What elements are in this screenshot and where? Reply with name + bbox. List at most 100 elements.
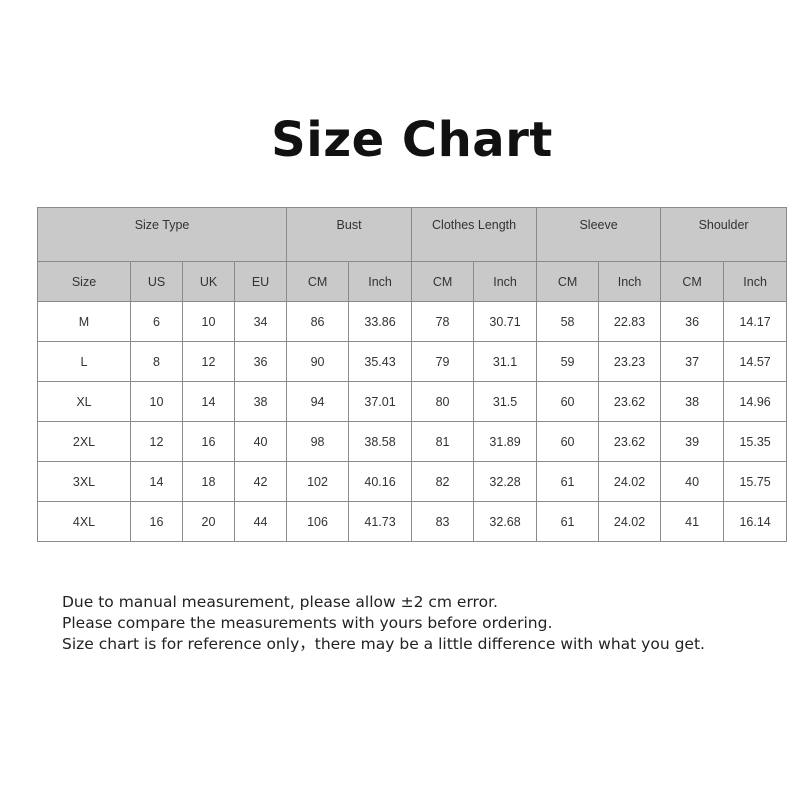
table-cell: 94 bbox=[286, 381, 350, 422]
table-row: 2XL 12 16 40 98 38.58 81 31.89 60 23.62 39 15.35 bbox=[37, 421, 788, 462]
table-cell: 78 bbox=[411, 301, 475, 342]
table-cell: 61 bbox=[536, 501, 600, 542]
table-cell: 83 bbox=[411, 501, 475, 542]
table-cell: 32.28 bbox=[473, 461, 538, 502]
table-cell: 61 bbox=[536, 461, 600, 502]
sub-header-cell: CM bbox=[286, 261, 350, 302]
table-cell: 14.57 bbox=[723, 341, 788, 382]
table-cell: 22.83 bbox=[598, 301, 662, 342]
table-cell: XL bbox=[37, 381, 131, 422]
table-cell: 58 bbox=[536, 301, 600, 342]
table-row: L 8 12 36 90 35.43 79 31.1 59 23.23 37 14.57 bbox=[37, 341, 788, 382]
table-cell: 90 bbox=[286, 341, 350, 382]
table-cell: 40.16 bbox=[348, 461, 413, 502]
table-cell: 81 bbox=[411, 421, 475, 462]
table-cell: 31.5 bbox=[473, 381, 538, 422]
table-cell: 31.89 bbox=[473, 421, 538, 462]
table-cell: 42 bbox=[233, 461, 288, 502]
table-cell: 14.17 bbox=[723, 301, 788, 342]
header-sleeve: Sleeve bbox=[536, 207, 662, 262]
table-row: 4XL 16 20 44 106 41.73 83 32.68 61 24.02 41 16.14 bbox=[37, 501, 788, 542]
table-cell: 20 bbox=[182, 501, 235, 542]
page-title: Size Chart bbox=[271, 112, 553, 168]
sub-header-cell: CM bbox=[536, 261, 600, 302]
table-cell: 36 bbox=[660, 301, 725, 342]
table-cell: 34 bbox=[233, 301, 288, 342]
note-line: Size chart is for reference only，there m… bbox=[62, 635, 705, 653]
table-cell: 24.02 bbox=[598, 461, 662, 502]
table-cell: 60 bbox=[536, 421, 600, 462]
table-cell: 31.1 bbox=[473, 341, 538, 382]
table-cell: 23.62 bbox=[598, 381, 662, 422]
table-cell: 12 bbox=[130, 421, 183, 462]
table-cell: 23.62 bbox=[598, 421, 662, 462]
table-cell: 3XL bbox=[37, 461, 131, 502]
table-cell: 40 bbox=[233, 421, 288, 462]
table-cell: 33.86 bbox=[348, 301, 413, 342]
header-shoulder: Shoulder bbox=[660, 207, 788, 262]
table-cell: 30.71 bbox=[473, 301, 538, 342]
table-cell: 40 bbox=[660, 461, 725, 502]
table-cell: 39 bbox=[660, 421, 725, 462]
table-cell: 79 bbox=[411, 341, 475, 382]
table-cell: 38 bbox=[660, 381, 725, 422]
table-cell: 15.35 bbox=[723, 421, 788, 462]
table-cell: 14.96 bbox=[723, 381, 788, 422]
table-cell: 80 bbox=[411, 381, 475, 422]
sub-header-cell: CM bbox=[660, 261, 725, 302]
header-size-type: Size Type bbox=[36, 207, 288, 262]
sub-header-cell: Size bbox=[37, 261, 131, 302]
table-cell: 86 bbox=[286, 301, 350, 342]
table-cell: 14 bbox=[182, 381, 235, 422]
table-cell: L bbox=[37, 341, 131, 382]
table-cell: 10 bbox=[182, 301, 235, 342]
table-cell: 16 bbox=[130, 501, 183, 542]
table-cell: 12 bbox=[182, 341, 235, 382]
notes: Due to manual measurement, please allow … bbox=[62, 592, 705, 655]
sub-header-cell: Inch bbox=[723, 261, 788, 302]
table-cell: 37 bbox=[660, 341, 725, 382]
table-cell: 37.01 bbox=[348, 381, 413, 422]
sub-header-cell: Inch bbox=[348, 261, 413, 302]
header-clothes-length: Clothes Length bbox=[411, 207, 538, 262]
table-cell: 16 bbox=[182, 421, 235, 462]
table-cell: 23.23 bbox=[598, 341, 662, 382]
table-cell: 59 bbox=[536, 341, 600, 382]
table-cell: 41.73 bbox=[348, 501, 413, 542]
table-cell: 38.58 bbox=[348, 421, 413, 462]
table-cell: 24.02 bbox=[598, 501, 662, 542]
sub-header-cell: UK bbox=[182, 261, 235, 302]
table-cell: 82 bbox=[411, 461, 475, 502]
table-cell: 16.14 bbox=[723, 501, 788, 542]
table-cell: 18 bbox=[182, 461, 235, 502]
table-cell: 98 bbox=[286, 421, 350, 462]
table-cell: 8 bbox=[130, 341, 183, 382]
table-cell: 102 bbox=[286, 461, 350, 502]
table-cell: 6 bbox=[130, 301, 183, 342]
table-row: M 6 10 34 86 33.86 78 30.71 58 22.83 36 14.17 bbox=[37, 301, 788, 342]
table-cell: 38 bbox=[233, 381, 288, 422]
note-line: Due to manual measurement, please allow … bbox=[62, 593, 498, 611]
sub-header-cell: US bbox=[130, 261, 183, 302]
sub-header-cell: Inch bbox=[473, 261, 538, 302]
table-cell: 35.43 bbox=[348, 341, 413, 382]
sub-header-row: Size US UK EU CM Inch CM Inch CM Inch CM Inch bbox=[37, 261, 788, 302]
table-cell: 36 bbox=[233, 341, 288, 382]
note-line: Please compare the measurements with you… bbox=[62, 614, 553, 632]
table-cell: 44 bbox=[233, 501, 288, 542]
table-cell: 2XL bbox=[37, 421, 131, 462]
group-header-row: Size Type Bust Clothes Length Sleeve Sho… bbox=[36, 207, 788, 262]
sub-header-cell: EU bbox=[233, 261, 288, 302]
table-cell: 60 bbox=[536, 381, 600, 422]
table-row: 3XL 14 18 42 102 40.16 82 32.28 61 24.02 40 15.75 bbox=[37, 461, 788, 502]
table-cell: 106 bbox=[286, 501, 350, 542]
table-cell: M bbox=[37, 301, 131, 342]
table-cell: 15.75 bbox=[723, 461, 788, 502]
size-chart-table: Size Type Bust Clothes Length Sleeve Sho… bbox=[36, 207, 788, 542]
table-cell: 10 bbox=[130, 381, 183, 422]
table-cell: 32.68 bbox=[473, 501, 538, 542]
table-cell: 41 bbox=[660, 501, 725, 542]
header-bust: Bust bbox=[286, 207, 413, 262]
table-cell: 14 bbox=[130, 461, 183, 502]
sub-header-cell: CM bbox=[411, 261, 475, 302]
